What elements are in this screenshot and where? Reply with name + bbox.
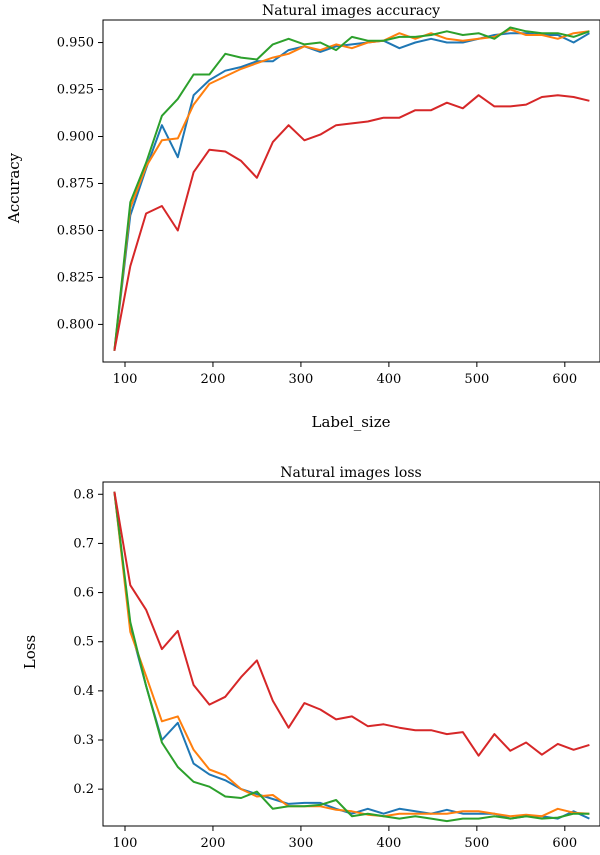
y-tick-label: 0.5 <box>73 635 94 650</box>
x-tick-label: 400 <box>376 836 401 851</box>
plot-frame <box>102 19 600 363</box>
y-axis-label: Accuracy <box>5 152 23 224</box>
x-tick-label: 300 <box>289 372 314 387</box>
series-line-4 <box>113 491 590 757</box>
chart-title: Natural images accuracy <box>262 3 440 19</box>
series-line-4 <box>113 94 590 351</box>
series-line-2 <box>113 28 590 351</box>
x-tick-label: 200 <box>201 372 226 387</box>
x-tick-label: 500 <box>464 836 489 851</box>
x-tick-label: 200 <box>201 836 226 851</box>
y-tick-label: 0.2 <box>73 782 94 797</box>
axis-ticks: 100 200 300 400 500 600 0.800 0.825 0.850 0.875 0.… <box>57 36 577 387</box>
series-line-3 <box>113 26 590 351</box>
series-line-3 <box>113 491 590 823</box>
x-tick-label: 100 <box>113 372 138 387</box>
y-tick-label: 0.850 <box>57 223 94 238</box>
loss-chart: Natural images loss Loss 100 200 300 400 500… <box>21 465 600 851</box>
series-lines <box>113 26 590 351</box>
y-tick-label: 0.875 <box>57 176 94 191</box>
x-tick-label: 100 <box>113 836 138 851</box>
x-tick-label: 600 <box>552 372 577 387</box>
plot-frame <box>102 481 600 827</box>
y-tick-label: 0.900 <box>57 130 94 145</box>
x-tick-label: 400 <box>376 372 401 387</box>
series-lines <box>113 491 590 823</box>
y-tick-label: 0.3 <box>73 733 94 748</box>
axis-ticks: 100 200 300 400 500 600 0.2 0.3 0.4 0.5 0.6 0.7 0.8 <box>73 487 577 851</box>
chart-title: Natural images loss <box>280 465 421 481</box>
x-tick-label: 600 <box>552 836 577 851</box>
y-tick-label: 0.4 <box>73 684 94 699</box>
x-tick-label: 500 <box>464 372 489 387</box>
x-tick-label: 300 <box>289 836 314 851</box>
y-tick-label: 0.8 <box>73 487 94 502</box>
y-axis-label: Loss <box>21 635 39 669</box>
y-tick-label: 0.925 <box>57 83 94 98</box>
y-tick-label: 0.6 <box>73 586 94 601</box>
y-tick-label: 0.825 <box>57 270 94 285</box>
y-tick-label: 0.7 <box>73 536 94 551</box>
x-axis-label: Label_size <box>312 413 391 431</box>
y-tick-label: 0.800 <box>57 317 94 332</box>
accuracy-chart: Natural images accuracy Label_size Accur… <box>5 3 600 431</box>
y-tick-label: 0.950 <box>57 36 94 51</box>
series-line-1 <box>113 32 590 351</box>
series-line-2 <box>113 491 590 818</box>
